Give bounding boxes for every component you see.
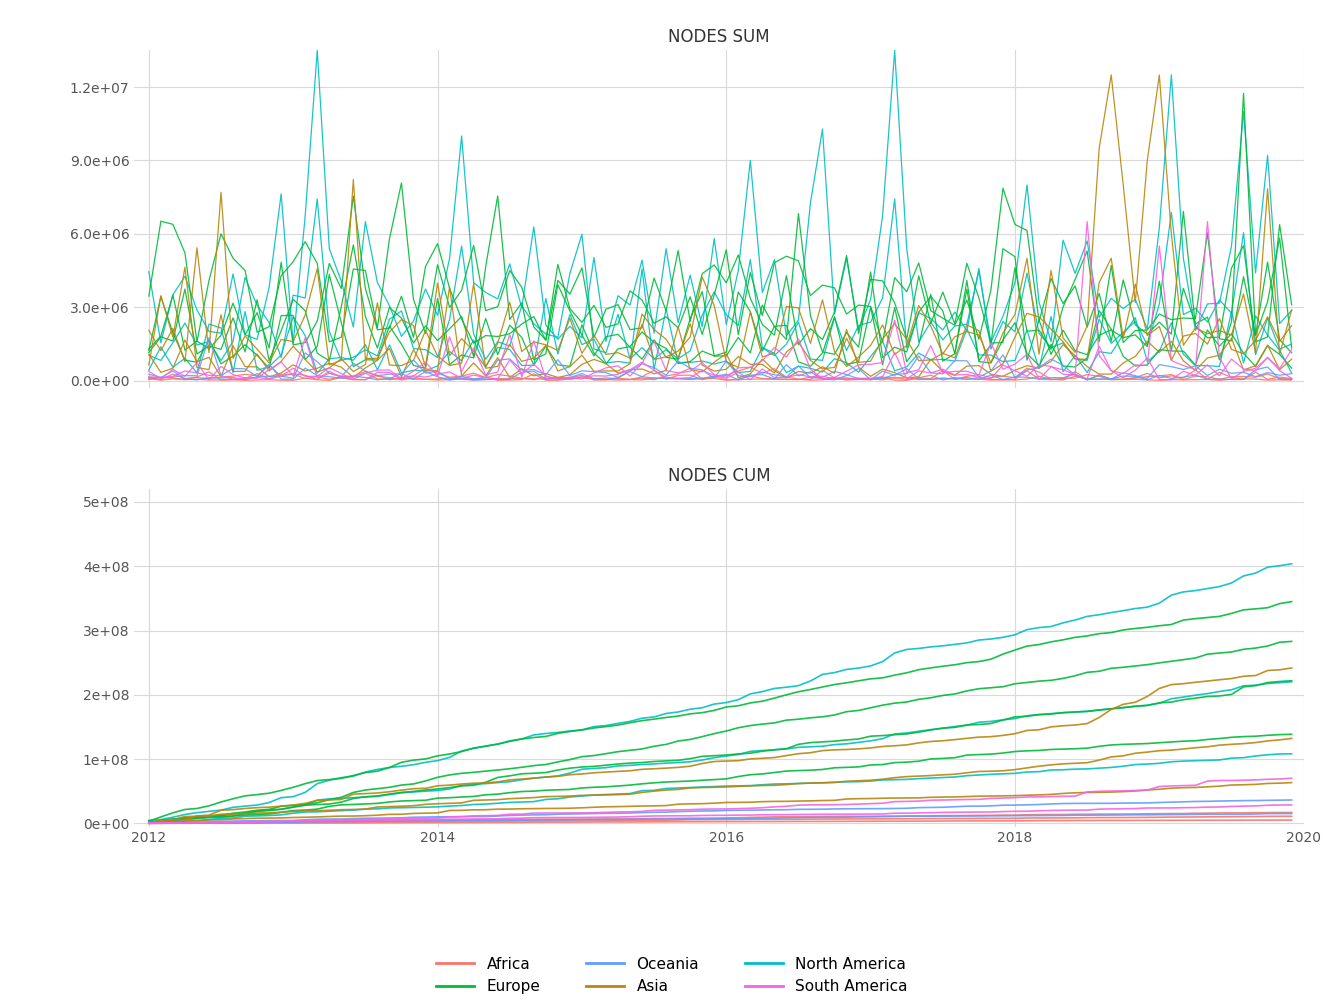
Legend: Africa, Europe, Oceania, Asia, North America, South America: Africa, Europe, Oceania, Asia, North Ame… [430, 951, 914, 1000]
Title: NODES SUM: NODES SUM [668, 28, 770, 46]
Title: NODES CUM: NODES CUM [668, 467, 770, 485]
